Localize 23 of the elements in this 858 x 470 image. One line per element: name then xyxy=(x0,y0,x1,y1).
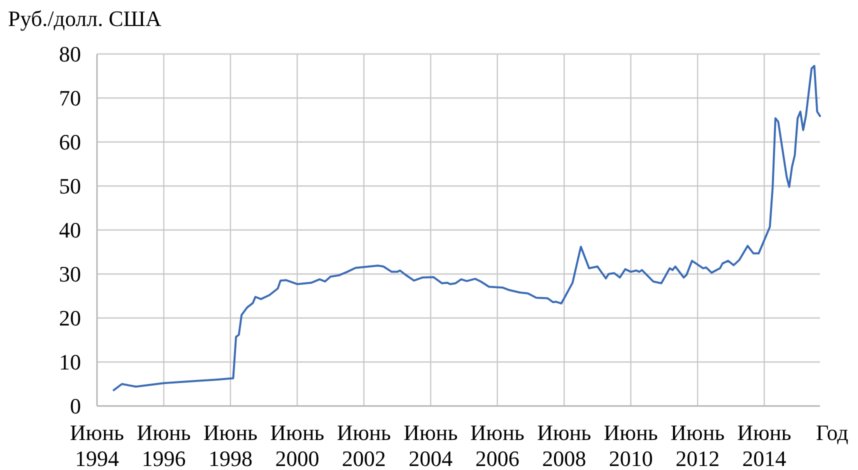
x-tick-label: Июнь 2006 xyxy=(470,420,524,470)
y-tick-label: 40 xyxy=(59,218,81,243)
y-tick-label: 20 xyxy=(59,306,81,331)
x-tick-label: Июнь 1998 xyxy=(203,420,258,470)
y-tick-label: 10 xyxy=(59,350,81,375)
x-tick-label: Июнь 2014 xyxy=(737,420,792,470)
x-axis-title: Год xyxy=(816,420,848,445)
y-axis-title: Руб./долл. США xyxy=(8,6,162,31)
x-tick-label: Июнь 1996 xyxy=(136,420,191,470)
x-tick-label: Июнь 1994 xyxy=(70,420,124,470)
y-tick-label: 50 xyxy=(59,174,81,199)
line-series xyxy=(112,64,821,392)
y-tick-label: 30 xyxy=(59,262,81,287)
y-tick-label: 60 xyxy=(59,130,81,155)
x-tick-label: Июнь 2002 xyxy=(336,420,391,470)
y-tick-label: 0 xyxy=(70,394,81,419)
y-tick-label: 70 xyxy=(59,86,81,111)
x-tick-label: Июнь 2004 xyxy=(404,420,458,470)
y-tick-label: 80 xyxy=(59,42,81,67)
x-tick-label: Июнь 2010 xyxy=(604,420,658,470)
x-tick-label: Июнь 2000 xyxy=(270,420,324,470)
x-tick-label: Июнь 2008 xyxy=(537,420,592,470)
x-tick-label: Июнь 2012 xyxy=(670,420,725,470)
